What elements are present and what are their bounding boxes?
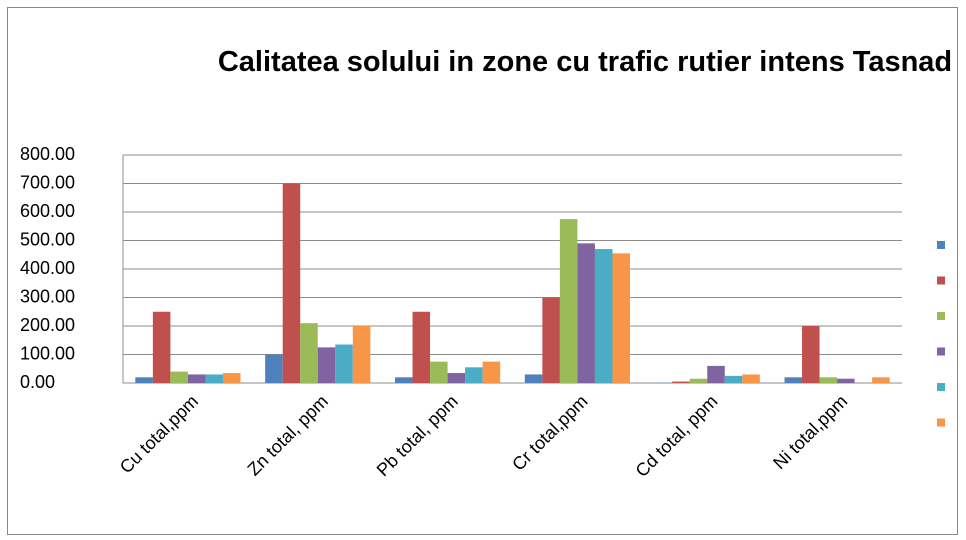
bar <box>819 377 838 383</box>
y-tick-label: 600.00 <box>20 201 75 221</box>
bar <box>187 374 206 383</box>
bar <box>594 249 613 383</box>
bar <box>335 344 353 383</box>
bar <box>447 373 466 383</box>
legend-swatch <box>937 241 945 249</box>
bar <box>300 323 318 383</box>
legend-swatch <box>937 276 945 285</box>
legend-swatch <box>937 383 945 391</box>
bar <box>689 378 708 383</box>
y-tick-label: 200.00 <box>20 315 75 335</box>
y-tick-label: 300.00 <box>20 286 75 306</box>
bar <box>430 361 448 383</box>
y-tick-label: 500.00 <box>20 229 75 249</box>
bar <box>559 219 578 383</box>
y-tick-label: 800.00 <box>20 144 75 164</box>
bar <box>317 347 336 383</box>
bar <box>465 367 483 383</box>
bar <box>872 377 890 383</box>
bar <box>837 378 855 383</box>
bar <box>524 374 543 383</box>
bar <box>542 297 560 383</box>
x-tick-label: Cd total, ppm <box>632 391 722 481</box>
bar <box>412 311 431 383</box>
bar <box>395 377 413 383</box>
y-tick-label: 400.00 <box>20 258 75 278</box>
bar <box>724 375 743 383</box>
bar <box>784 377 803 383</box>
legend-swatch <box>937 347 945 356</box>
chart-title: Calitatea solului in zone cu trafic ruti… <box>217 46 953 78</box>
chart-border <box>7 7 958 535</box>
bar <box>170 371 188 383</box>
bar <box>222 373 241 383</box>
bar <box>802 326 820 383</box>
bar <box>205 374 223 383</box>
x-tick-label: Cr total,ppm <box>508 391 591 474</box>
x-tick-label: Pb total, ppm <box>373 391 462 480</box>
bar <box>482 361 501 383</box>
y-tick-label: 100.00 <box>20 343 75 363</box>
x-tick-label: Cu total,ppm <box>116 391 202 477</box>
y-tick-label: 0.00 <box>20 372 55 392</box>
y-tick-label: 700.00 <box>20 172 75 192</box>
bar <box>612 253 630 383</box>
legend-swatch <box>937 312 945 320</box>
bar <box>265 354 283 383</box>
x-tick-label: Zn total, ppm <box>244 391 332 479</box>
bar <box>577 243 595 383</box>
bar <box>352 326 371 383</box>
bar <box>152 311 171 383</box>
bar <box>742 374 760 383</box>
bar <box>135 377 153 383</box>
legend-swatch <box>937 418 945 427</box>
bar <box>282 183 301 383</box>
bar <box>672 381 690 383</box>
x-tick-label: Ni total,ppm <box>769 391 851 473</box>
bar <box>707 365 725 383</box>
